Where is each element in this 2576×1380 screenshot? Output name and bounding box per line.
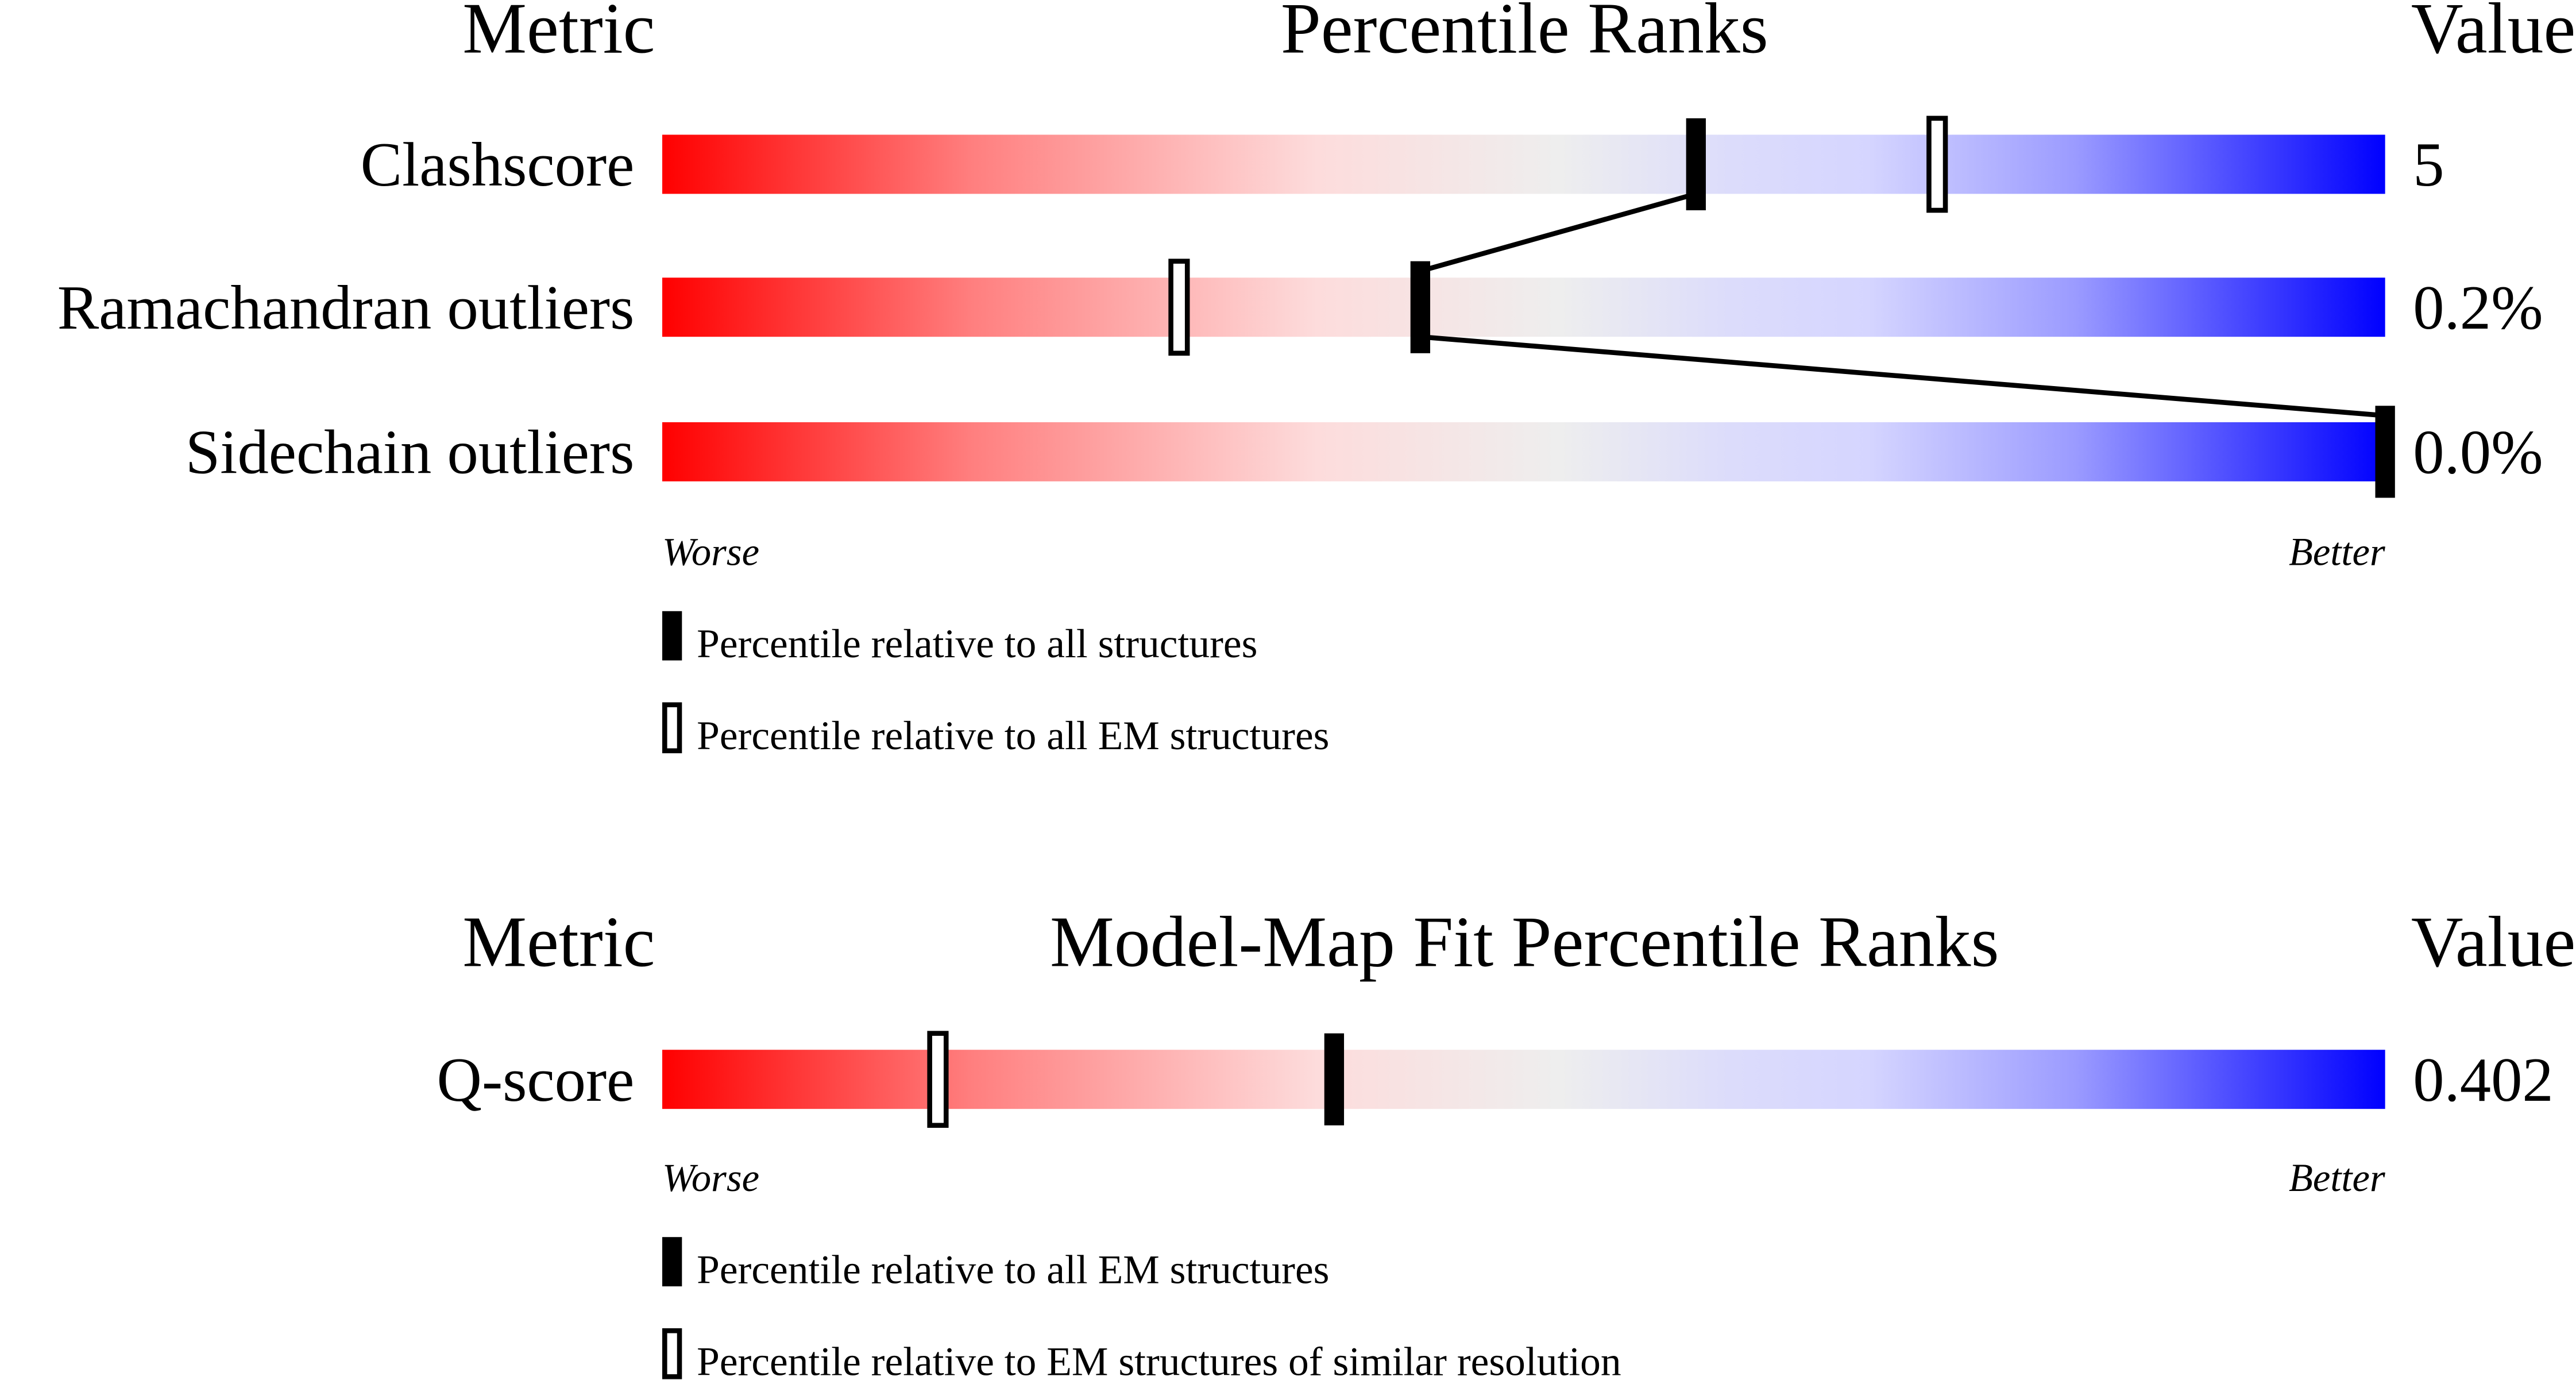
percentile-bar xyxy=(662,422,2385,481)
legend-filled-icon xyxy=(662,1237,682,1287)
percentile-bar xyxy=(662,134,2385,194)
metric-label: Sidechain outliers xyxy=(186,418,635,487)
metric-value: 5 xyxy=(2413,130,2444,199)
filled-marker xyxy=(1324,1033,1345,1125)
metric-value: 0.2% xyxy=(2413,273,2543,342)
worse-label: Worse xyxy=(662,530,759,574)
worse-label: Worse xyxy=(662,1156,759,1200)
legend-open-icon xyxy=(662,1328,682,1379)
connector-line xyxy=(1419,191,1697,273)
percentile-bar xyxy=(662,277,2385,337)
legend-filled-label: Percentile relative to all structures xyxy=(697,621,1257,666)
legend-open-icon xyxy=(662,702,682,754)
header-metric: Metric xyxy=(462,902,655,982)
metric-label: Clashscore xyxy=(361,130,635,199)
chart-title: Model-Map Fit Percentile Ranks xyxy=(1050,902,1999,982)
open-marker xyxy=(1168,259,1190,356)
chart-title: Percentile Ranks xyxy=(1281,0,1768,69)
metric-label: Ramachandran outliers xyxy=(57,273,635,342)
connector-line xyxy=(1420,334,2386,418)
legend-filled-icon xyxy=(662,611,682,661)
filled-marker xyxy=(2375,406,2395,498)
open-marker xyxy=(927,1031,949,1128)
header-value: Value xyxy=(2411,0,2575,69)
metric-label: Q-score xyxy=(437,1045,635,1115)
legend-filled-label: Percentile relative to all EM structures xyxy=(697,1247,1329,1292)
legend-open-label: Percentile relative to EM structures of … xyxy=(697,1339,1621,1380)
metric-value: 0.402 xyxy=(2413,1045,2553,1115)
metric-value: 0.0% xyxy=(2413,418,2543,487)
better-label: Better xyxy=(2289,530,2385,574)
open-marker xyxy=(1926,115,1948,213)
better-label: Better xyxy=(2289,1156,2385,1200)
legend-open-label: Percentile relative to all EM structures xyxy=(697,713,1329,758)
header-metric: Metric xyxy=(462,0,655,69)
percentile-bar xyxy=(662,1050,2385,1109)
header-value: Value xyxy=(2411,902,2575,982)
